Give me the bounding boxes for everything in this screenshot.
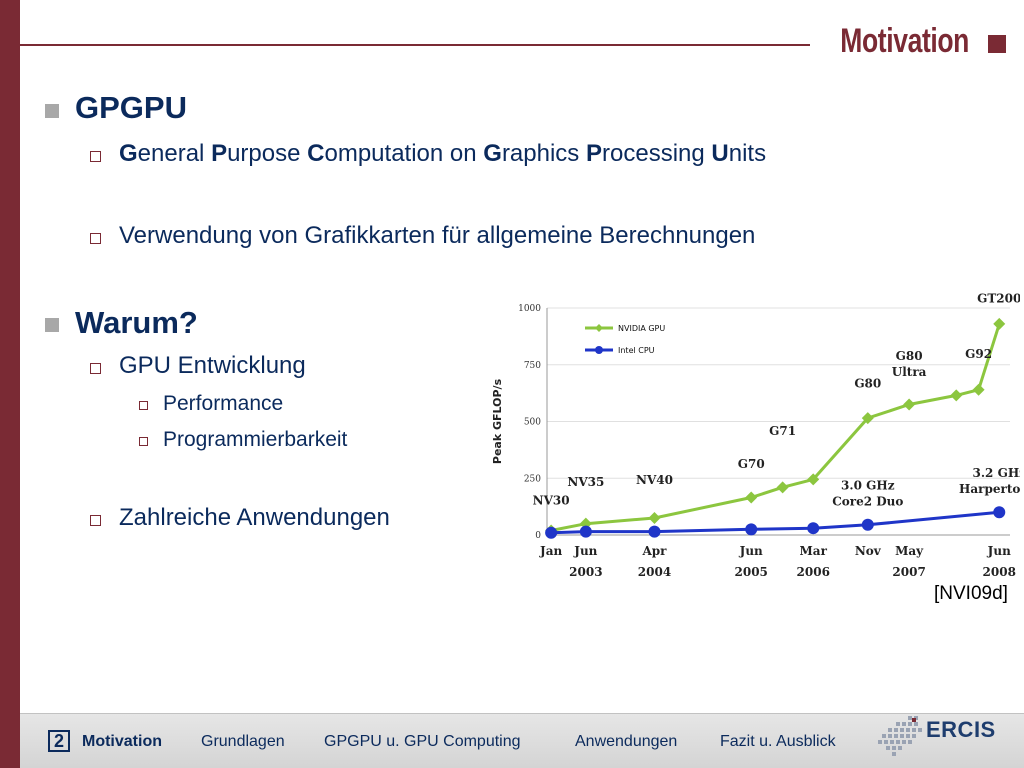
point-annotation: G80: [896, 349, 923, 363]
header-rule: [20, 44, 810, 46]
point-annotation: G92: [965, 347, 992, 361]
point-annotation: 3.2 GHz: [973, 466, 1020, 480]
x-tick-month: May: [895, 544, 924, 558]
legend-label: Intel CPU: [618, 346, 655, 355]
x-tick-month: Jan: [539, 544, 562, 558]
box-bullet-icon: [90, 233, 101, 244]
page-number: 2: [48, 730, 70, 752]
gpu-point: [993, 317, 1006, 330]
x-tick-year: 2007: [892, 565, 925, 579]
x-tick-year: 2008: [983, 565, 1016, 579]
gpgpu-usage: Verwendung von Grafikkarten für allgemei…: [119, 222, 756, 249]
x-tick-month: Apr: [641, 544, 667, 558]
gpu-entwicklung: GPU Entwicklung: [119, 352, 306, 379]
square-bullet-icon: [45, 318, 59, 332]
left-accent-bar: [0, 0, 20, 768]
x-tick-year: 2005: [735, 565, 768, 579]
cpu-point: [807, 522, 820, 535]
y-tick-label: 0: [535, 531, 541, 541]
heading-gpgpu: GPGPU: [75, 90, 187, 125]
nav-fazit-ausblick[interactable]: Fazit u. Ausblick: [720, 733, 836, 750]
zahlreiche-anwendungen: Zahlreiche Anwendungen: [119, 504, 390, 531]
text-urpose: urpose: [227, 140, 308, 167]
letter-g: G: [119, 140, 138, 167]
cpu-point: [993, 506, 1006, 519]
dotted-map-icon: [878, 716, 922, 756]
gpu-point: [776, 481, 789, 494]
x-tick-month: Jun: [739, 544, 763, 558]
gpu-point: [972, 383, 985, 396]
point-annotation: Core2 Duo: [832, 495, 903, 509]
subitem-performance: Performance: [163, 392, 284, 415]
letter-g2: G: [483, 140, 502, 167]
cpu-point: [648, 525, 661, 538]
heading-warum: Warum?: [75, 305, 198, 340]
slide-title: Motivation: [840, 22, 969, 60]
gpu-point: [648, 511, 661, 524]
text-nits: nits: [728, 140, 767, 167]
gpgpu-definition: General Purpose Computation on Graphics …: [119, 140, 766, 168]
text-raphics: raphics: [501, 140, 586, 167]
point-annotation: Ultra: [892, 365, 927, 379]
cpu-point: [861, 518, 874, 531]
gpu-point: [745, 491, 758, 504]
footer-navigation: 2 Motivation Grundlagen GPGPU u. GPU Com…: [20, 713, 1024, 768]
x-tick-month: Jun: [573, 544, 597, 558]
x-tick-month: Jun: [987, 544, 1011, 558]
cpu-point: [745, 523, 758, 536]
letter-p2: P: [585, 140, 602, 167]
letter-c: C: [307, 140, 325, 167]
x-tick-month: Nov: [855, 544, 882, 558]
nav-gpgpu-computing[interactable]: GPGPU u. GPU Computing: [324, 733, 521, 750]
text-rocessing: rocessing: [602, 140, 712, 167]
point-annotation: 3.0 GHz: [841, 479, 895, 493]
gpu-point: [861, 412, 874, 425]
ercis-logo: ERCIS: [878, 714, 1018, 764]
x-tick-year: 2004: [638, 565, 671, 579]
text-omputation: omputation on: [324, 140, 484, 167]
point-annotation: NV40: [636, 473, 673, 487]
nav-motivation[interactable]: Motivation: [82, 733, 162, 750]
x-tick-year: 2003: [569, 565, 602, 579]
y-tick-label: 500: [524, 418, 541, 428]
point-annotation: GT200: [977, 291, 1020, 305]
gflops-chart: 0 250 500 750 1000 Peak GFLOP/s Jan Jun 2003 Apr 2…: [491, 291, 1020, 579]
letter-p: P: [211, 140, 228, 167]
title-square-icon: [988, 35, 1006, 53]
cpu-point: [579, 525, 592, 538]
text-eneral: eneral: [137, 140, 212, 167]
y-tick-label: 750: [524, 361, 541, 371]
square-bullet-icon: [45, 104, 59, 118]
logo-text: ERCIS: [926, 717, 996, 742]
point-annotation: NV35: [567, 475, 604, 489]
box-bullet-icon: [90, 151, 101, 162]
cpu-point: [545, 526, 558, 539]
x-tick-year: 2006: [797, 565, 830, 579]
letter-u: U: [711, 140, 729, 167]
y-tick-label: 250: [524, 474, 541, 484]
x-tick-month: Mar: [800, 544, 828, 558]
point-annotation: G80: [854, 376, 881, 390]
box-bullet-icon: [90, 363, 101, 374]
point-annotation: G71: [769, 424, 796, 438]
nav-grundlagen[interactable]: Grundlagen: [201, 733, 285, 750]
y-axis-label: Peak GFLOP/s: [491, 378, 504, 464]
legend-swatch-marker: [595, 346, 603, 354]
small-box-bullet-icon: [139, 437, 148, 446]
nav-anwendungen[interactable]: Anwendungen: [575, 733, 678, 750]
legend-swatch-marker: [595, 324, 603, 332]
gpu-point: [903, 398, 916, 411]
box-bullet-icon: [90, 515, 101, 526]
subitem-programmierbarkeit: Programmierbarkeit: [163, 428, 348, 451]
legend-label: NVIDIA GPU: [618, 324, 665, 333]
gpu-point: [579, 517, 592, 530]
point-annotation: Harpertown: [959, 482, 1020, 496]
gpu-point: [807, 473, 820, 486]
small-box-bullet-icon: [139, 401, 148, 410]
point-annotation: G70: [738, 457, 765, 471]
gpu-point: [950, 389, 963, 402]
point-annotation: NV30: [533, 493, 570, 507]
y-tick-label: 1000: [518, 304, 541, 314]
citation: [NVI09d]: [934, 583, 1008, 604]
